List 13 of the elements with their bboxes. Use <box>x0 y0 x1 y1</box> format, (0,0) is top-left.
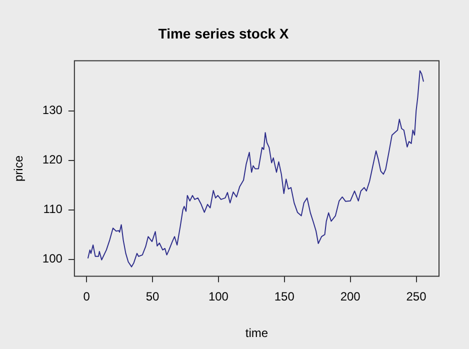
y-tick-label: 130 <box>42 103 63 118</box>
y-axis-title: price <box>12 155 26 182</box>
y-tick-label: 110 <box>43 202 63 216</box>
x-tick-label: 200 <box>340 290 361 304</box>
x-tick-label: 150 <box>274 290 295 304</box>
x-axis-title: time <box>245 326 268 340</box>
x-tick-label: 50 <box>146 290 160 304</box>
y-tick-label: 100 <box>42 252 63 266</box>
x-tick-label: 0 <box>83 290 90 304</box>
x-tick-label: 250 <box>406 290 427 304</box>
chart-title: Time series stock X <box>158 25 290 42</box>
y-tick-label: 120 <box>42 152 63 167</box>
x-tick-label: 100 <box>208 290 229 304</box>
